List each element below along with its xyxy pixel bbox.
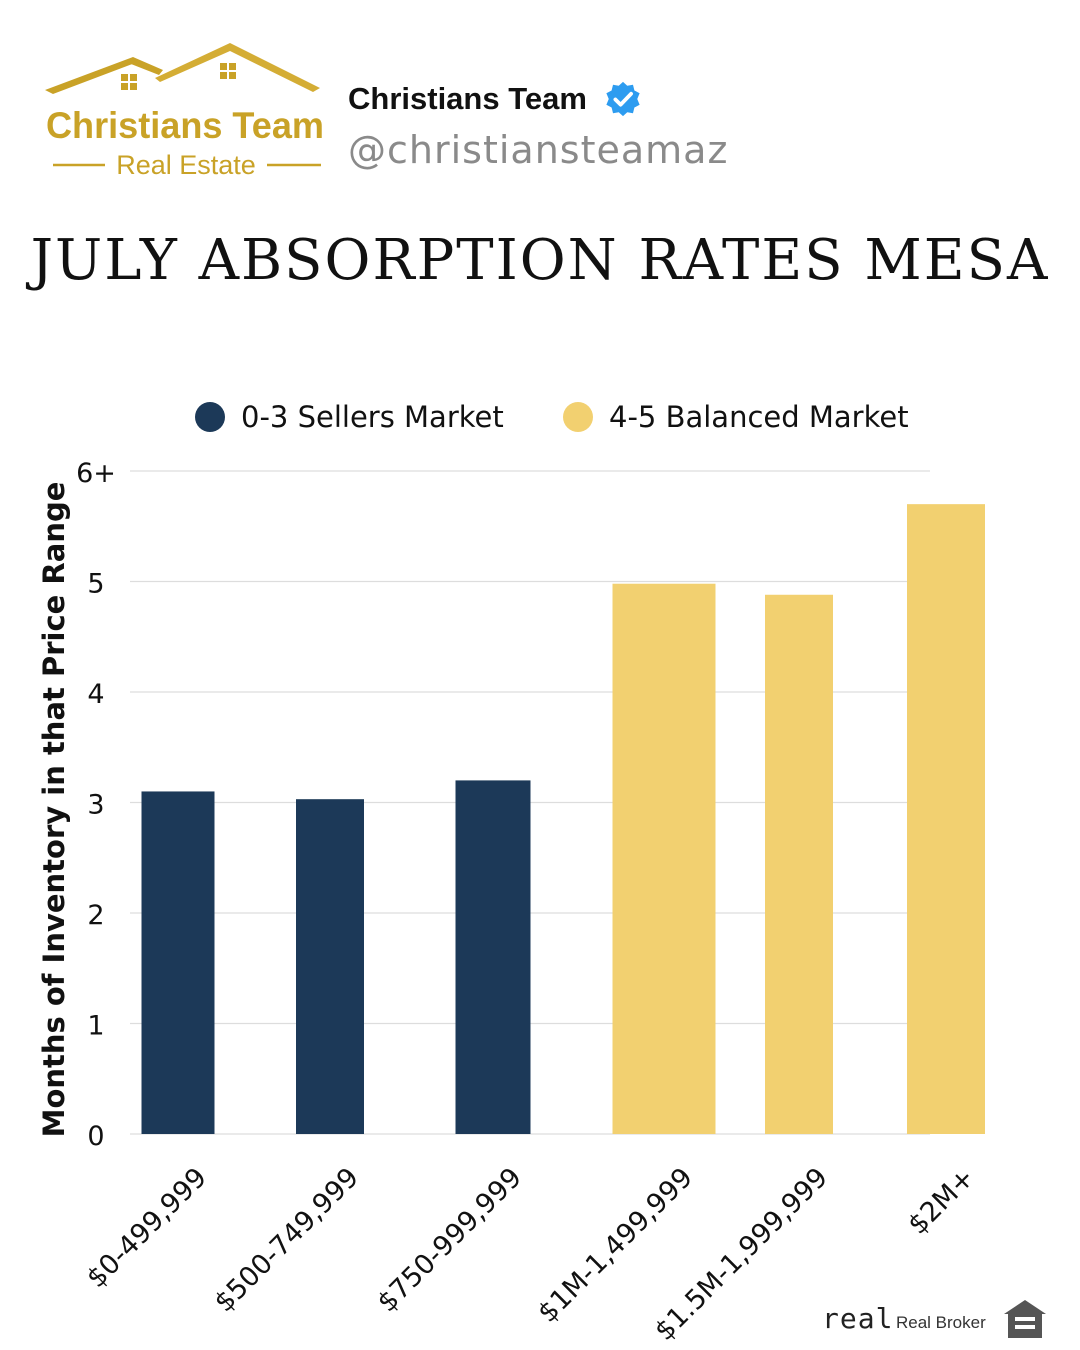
profile-info: Christians Team @christiansteamaz xyxy=(348,80,728,172)
x-tick-label: $750-999,999 xyxy=(372,1162,528,1318)
equal-housing-icon xyxy=(1004,1300,1046,1338)
legend-item-balanced: 4-5 Balanced Market xyxy=(563,395,909,439)
x-tick-label: $500-749,999 xyxy=(209,1162,365,1318)
y-axis-label: Months of Inventory in that Price Range xyxy=(37,482,71,1138)
legend-swatch-sellers xyxy=(195,402,225,432)
legend-label-sellers: 0-3 Sellers Market xyxy=(241,400,504,434)
bar xyxy=(455,780,531,1134)
y-tick-label: 0 xyxy=(87,1121,104,1152)
bar xyxy=(141,791,215,1134)
legend-label-balanced: 4-5 Balanced Market xyxy=(609,400,909,434)
y-tick-label: 5 xyxy=(87,569,104,600)
christians-team-logo: Christians Team Real Estate xyxy=(45,43,324,180)
bar xyxy=(907,504,985,1134)
y-tick-label: 1 xyxy=(87,1011,104,1042)
legend-swatch-balanced xyxy=(563,402,593,432)
logo-line1: Christians Team xyxy=(46,105,324,146)
bar xyxy=(296,799,364,1134)
profile-handle: @christiansteamaz xyxy=(348,128,729,172)
profile-name: Christians Team xyxy=(348,81,587,116)
bar xyxy=(612,583,716,1134)
logo-line2: Real Estate xyxy=(116,150,256,180)
bar xyxy=(765,594,833,1134)
real-broker-label: Real Broker xyxy=(896,1313,986,1332)
x-tick-label: $2M+ xyxy=(902,1162,981,1241)
footer: real Real Broker xyxy=(822,1296,1062,1346)
y-tick-label: 3 xyxy=(87,790,104,821)
y-tick-label: 2 xyxy=(87,900,104,931)
x-tick-label: $0-499,999 xyxy=(81,1162,213,1294)
verified-badge-icon xyxy=(606,81,640,117)
page-title: JULY ABSORPTION RATES MESA xyxy=(30,228,1050,293)
y-tick-label: 4 xyxy=(87,679,104,710)
legend-item-sellers: 0-3 Sellers Market xyxy=(195,395,504,439)
y-tick-label: 6+ xyxy=(76,458,116,489)
real-brand-logo: real xyxy=(822,1302,894,1335)
header: Christians Team Real Estate Christians T… xyxy=(40,40,1040,190)
bar-chart: 0 1 2 3 4 5 6+Months of Inventory in that Pric… xyxy=(37,458,985,1347)
chart-legend: 0-3 Sellers Market 4-5 Balanced Market xyxy=(195,395,995,439)
